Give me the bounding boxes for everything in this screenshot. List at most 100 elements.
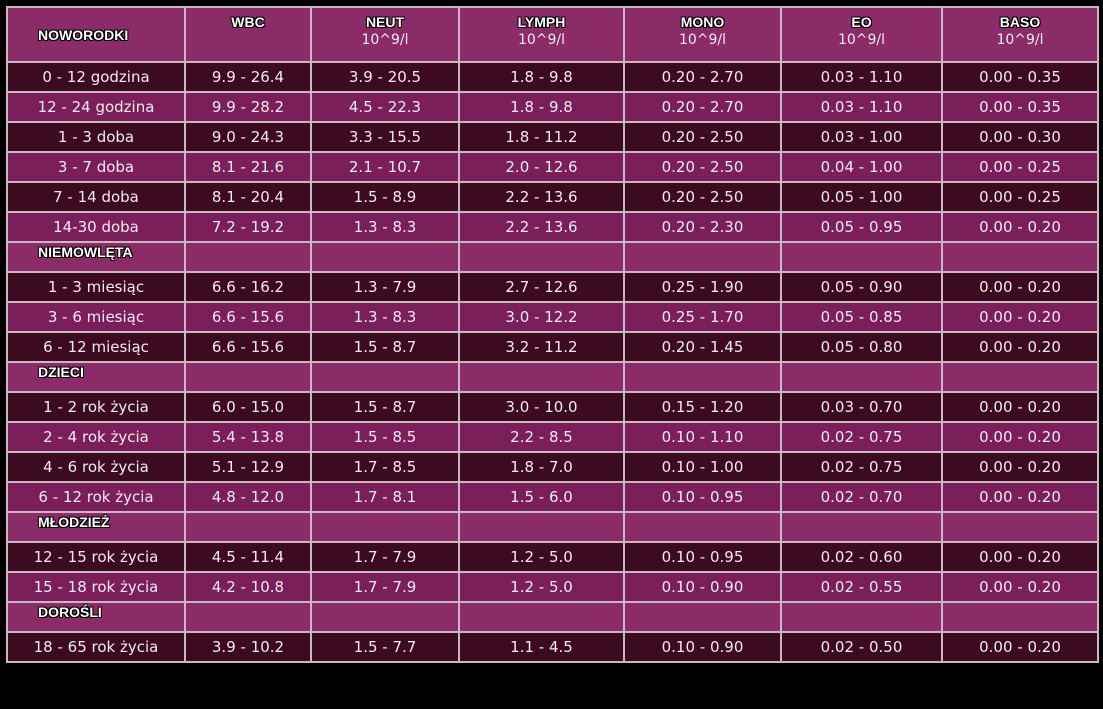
value-cell: 0.03 - 1.10 xyxy=(780,91,943,123)
column-unit: 10^9/l xyxy=(837,32,886,48)
age-cell: 18 - 65 rok życia xyxy=(6,631,186,663)
data-row: 3 - 7 doba 8.1 - 21.6 2.1 - 10.7 2.0 - 12.6… xyxy=(6,151,1099,183)
data-row: 2 - 4 rok życia 5.4 - 13.8 1.5 - 8.5 2.2 - … xyxy=(6,421,1099,453)
data-row: 12 - 15 rok życia 4.5 - 11.4 1.7 - 7.9 1.2 … xyxy=(6,541,1099,573)
value-cell: 4.2 - 10.8 xyxy=(184,571,312,603)
section-cell xyxy=(458,511,625,543)
value-cell: 0.02 - 0.75 xyxy=(780,451,943,483)
value-cell: 8.1 - 20.4 xyxy=(184,181,312,213)
section-cell: DOROŚLI xyxy=(6,601,186,633)
value-cell: 1.3 - 8.3 xyxy=(310,301,460,333)
value-cell: 0.05 - 0.80 xyxy=(780,331,943,363)
value-cell: 0.00 - 0.20 xyxy=(941,211,1099,243)
header-cell: MONO 10^9/l xyxy=(623,6,782,63)
age-cell: 12 - 24 godzina xyxy=(6,91,186,123)
value-cell: 2.2 - 13.6 xyxy=(458,211,625,243)
section-cell xyxy=(780,601,943,633)
age-cell: 14-30 doba xyxy=(6,211,186,243)
section-cell xyxy=(184,601,312,633)
value-cell: 6.0 - 15.0 xyxy=(184,391,312,423)
value-cell: 0.02 - 0.50 xyxy=(780,631,943,663)
data-row: 4 - 6 rok życia 5.1 - 12.9 1.7 - 8.5 1.8 - … xyxy=(6,451,1099,483)
age-cell: 6 - 12 rok życia xyxy=(6,481,186,513)
value-cell: 1.2 - 5.0 xyxy=(458,571,625,603)
value-cell: 1.5 - 6.0 xyxy=(458,481,625,513)
value-cell: 0.00 - 0.20 xyxy=(941,331,1099,363)
value-cell: 2.2 - 8.5 xyxy=(458,421,625,453)
value-cell: 7.2 - 19.2 xyxy=(184,211,312,243)
age-cell: 2 - 4 rok życia xyxy=(6,421,186,453)
section-label: NIEMOWLĘTA xyxy=(38,244,133,260)
data-row: 6 - 12 rok życia 4.8 - 12.0 1.7 - 8.1 1.5 -… xyxy=(6,481,1099,513)
section-cell xyxy=(780,511,943,543)
value-cell: 0.05 - 0.90 xyxy=(780,271,943,303)
value-cell: 1.5 - 8.7 xyxy=(310,331,460,363)
age-cell: 1 - 2 rok życia xyxy=(6,391,186,423)
value-cell: 0.00 - 0.25 xyxy=(941,151,1099,183)
section-cell xyxy=(623,511,782,543)
value-cell: 1.5 - 8.7 xyxy=(310,391,460,423)
section-cell: NIEMOWLĘTA xyxy=(6,241,186,273)
value-cell: 0.03 - 1.10 xyxy=(780,61,943,93)
value-cell: 0.03 - 0.70 xyxy=(780,391,943,423)
section-cell xyxy=(184,361,312,393)
value-cell: 1.3 - 7.9 xyxy=(310,271,460,303)
age-cell: 12 - 15 rok życia xyxy=(6,541,186,573)
data-row: 1 - 3 miesiąc 6.6 - 16.2 1.3 - 7.9 2.7 - 12… xyxy=(6,271,1099,303)
column-unit: 10^9/l xyxy=(517,32,566,48)
value-cell: 3.2 - 11.2 xyxy=(458,331,625,363)
section-cell xyxy=(780,241,943,273)
column-name: WBC xyxy=(231,14,265,30)
data-row: 6 - 12 miesiąc 6.6 - 15.6 1.5 - 8.7 3.2 - 1… xyxy=(6,331,1099,363)
value-cell: 2.7 - 12.6 xyxy=(458,271,625,303)
section-cell xyxy=(941,241,1099,273)
value-cell: 0.20 - 2.70 xyxy=(623,91,782,123)
value-cell: 6.6 - 15.6 xyxy=(184,331,312,363)
value-cell: 0.00 - 0.20 xyxy=(941,571,1099,603)
value-cell: 0.00 - 0.20 xyxy=(941,421,1099,453)
value-cell: 0.05 - 0.95 xyxy=(780,211,943,243)
section-label: DOROŚLI xyxy=(38,604,102,620)
value-cell: 1.3 - 8.3 xyxy=(310,211,460,243)
data-row: 0 - 12 godzina 9.9 - 26.4 3.9 - 20.5 1.8 - … xyxy=(6,61,1099,93)
value-cell: 0.04 - 1.00 xyxy=(780,151,943,183)
data-row: 18 - 65 rok życia 3.9 - 10.2 1.5 - 7.7 1.1 … xyxy=(6,631,1099,663)
value-cell: 3.9 - 10.2 xyxy=(184,631,312,663)
value-cell: 0.10 - 1.00 xyxy=(623,451,782,483)
data-row: 3 - 6 miesiąc 6.6 - 15.6 1.3 - 8.3 3.0 - 12… xyxy=(6,301,1099,333)
value-cell: 1.7 - 7.9 xyxy=(310,571,460,603)
value-cell: 0.10 - 0.90 xyxy=(623,631,782,663)
section-cell xyxy=(623,361,782,393)
data-row: 12 - 24 godzina 9.9 - 28.2 4.5 - 22.3 1.8 -… xyxy=(6,91,1099,123)
value-cell: 0.03 - 1.00 xyxy=(780,121,943,153)
column-unit: 10^9/l xyxy=(996,32,1044,48)
value-cell: 2.2 - 13.6 xyxy=(458,181,625,213)
value-cell: 0.00 - 0.20 xyxy=(941,631,1099,663)
section-cell xyxy=(184,511,312,543)
value-cell: 0.00 - 0.30 xyxy=(941,121,1099,153)
value-cell: 0.00 - 0.20 xyxy=(941,391,1099,423)
value-cell: 0.20 - 2.70 xyxy=(623,61,782,93)
value-cell: 0.00 - 0.35 xyxy=(941,91,1099,123)
section-cell xyxy=(310,601,460,633)
value-cell: 1.8 - 11.2 xyxy=(458,121,625,153)
value-cell: 9.9 - 28.2 xyxy=(184,91,312,123)
age-cell: 3 - 7 doba xyxy=(6,151,186,183)
value-cell: 1.2 - 5.0 xyxy=(458,541,625,573)
value-cell: 6.6 - 15.6 xyxy=(184,301,312,333)
age-cell: 1 - 3 doba xyxy=(6,121,186,153)
value-cell: 0.02 - 0.55 xyxy=(780,571,943,603)
column-name: BASO xyxy=(999,14,1041,30)
value-cell: 3.3 - 15.5 xyxy=(310,121,460,153)
value-cell: 0.05 - 0.85 xyxy=(780,301,943,333)
blood-table: NOWORODKI WBC NEUT 10^9/l LYMPH 10^9/l MONO 10^… xyxy=(6,6,1099,663)
column-name: LYMPH xyxy=(517,14,566,30)
header-cell: NOWORODKI xyxy=(6,6,186,63)
value-cell: 1.7 - 8.5 xyxy=(310,451,460,483)
value-cell: 1.5 - 7.7 xyxy=(310,631,460,663)
value-cell: 1.8 - 7.0 xyxy=(458,451,625,483)
section-row: DOROŚLI xyxy=(6,601,1099,633)
value-cell: 1.1 - 4.5 xyxy=(458,631,625,663)
value-cell: 4.5 - 11.4 xyxy=(184,541,312,573)
section-row: MŁODZIEŻ xyxy=(6,511,1099,543)
